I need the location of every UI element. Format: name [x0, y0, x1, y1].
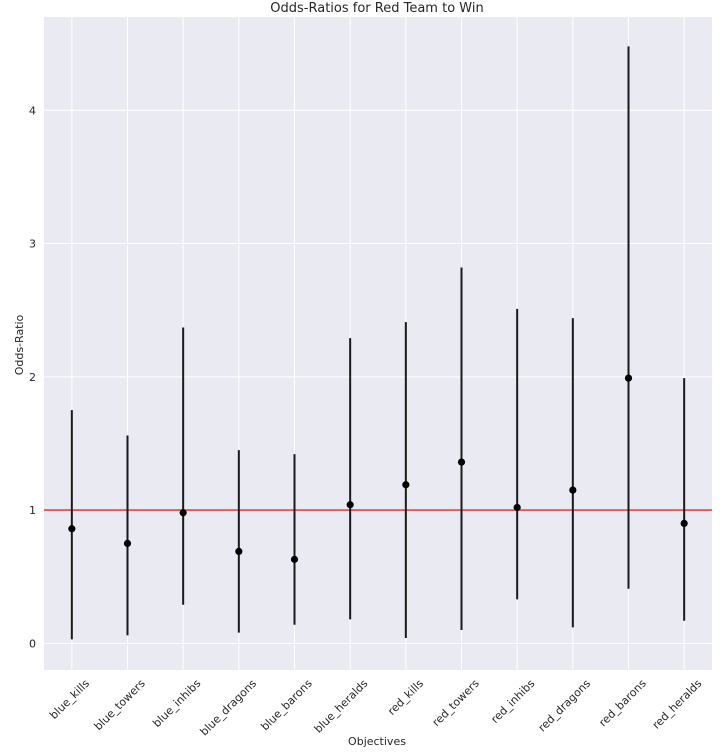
- y-tick-label: 4: [29, 104, 36, 117]
- y-tick-label: 0: [29, 637, 36, 650]
- point-red_barons: [624, 374, 633, 382]
- x-tick-label: red_towers: [430, 677, 482, 729]
- point-blue_dragons: [235, 547, 243, 555]
- x-tick-label: red_kills: [385, 677, 426, 718]
- x-tick-label: red_inhibs: [488, 677, 537, 726]
- x-tick-label: red_barons: [596, 677, 648, 729]
- y-tick-label: 2: [29, 371, 36, 384]
- point-red_towers: [457, 458, 466, 466]
- point-red_heralds: [680, 519, 688, 528]
- x-tick-label: blue_dragons: [198, 677, 260, 739]
- x-axis-title: Objectives: [348, 735, 406, 748]
- point-blue_towers: [123, 539, 132, 547]
- x-tick-label: blue_towers: [92, 677, 148, 733]
- errorbar-layer: [70, 46, 686, 640]
- point-blue_kills: [68, 525, 76, 533]
- y-tick-label: 1: [29, 504, 36, 517]
- point-layer: [68, 374, 688, 563]
- y-tick-labels: 0 1 2 3 4: [29, 104, 36, 650]
- point-blue_barons: [290, 555, 299, 563]
- x-tick-label: red_heralds: [650, 677, 705, 732]
- x-tick-labels: blue_kills blue_towers blue_inhibsblue_dra…: [47, 677, 704, 739]
- chart-title: Odds-Ratios for Red Team to Win: [270, 1, 483, 16]
- point-red_kills: [402, 481, 410, 489]
- plot-area: [44, 17, 712, 670]
- point-red_dragons: [569, 486, 577, 494]
- y-tick-label: 3: [29, 238, 36, 251]
- x-tick-label: blue_barons: [258, 677, 315, 734]
- x-tick-label: red_dragons: [536, 677, 594, 735]
- y-axis-title: Odds-Ratio: [13, 314, 26, 375]
- x-tick-label: blue_heralds: [312, 677, 371, 736]
- x-tick-label: blue_kills: [47, 677, 92, 722]
- point-blue_heralds: [346, 501, 354, 509]
- x-tick-label: blue_inhibs: [150, 677, 203, 730]
- point-blue_inhibs: [179, 509, 187, 517]
- point-red_inhibs: [513, 503, 521, 512]
